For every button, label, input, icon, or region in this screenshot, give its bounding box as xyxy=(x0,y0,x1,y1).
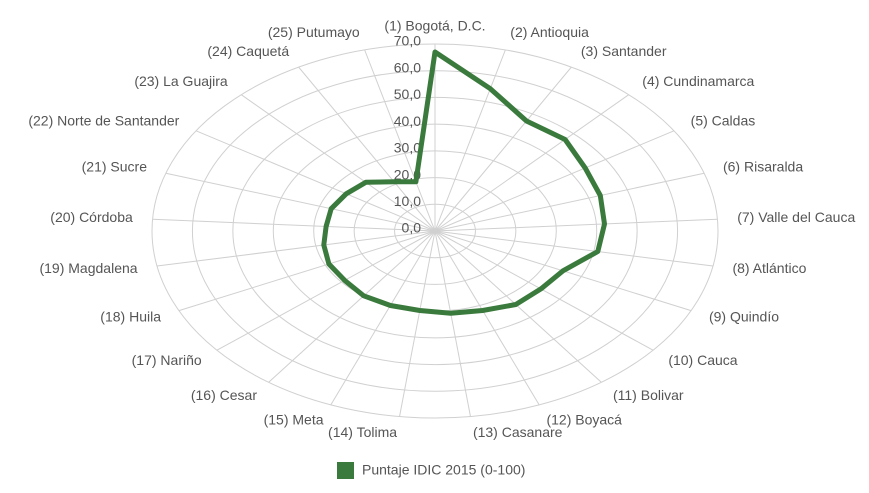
category-label: (17) Nariño xyxy=(132,352,202,368)
spoke xyxy=(156,230,436,267)
spoke xyxy=(434,94,630,232)
category-label: (7) Valle del Cauca xyxy=(737,209,855,225)
spoke xyxy=(240,94,436,232)
spoke xyxy=(434,230,540,406)
category-label: (11) Bolivar xyxy=(613,387,684,403)
spoke xyxy=(152,218,436,232)
spoke xyxy=(178,230,436,312)
category-label: (14) Tolima xyxy=(328,424,397,440)
spoke xyxy=(195,130,436,232)
spoke xyxy=(434,230,602,383)
spoke xyxy=(434,230,714,267)
category-label: (4) Cundinamarca xyxy=(642,73,754,89)
spoke xyxy=(298,66,436,232)
spoke xyxy=(399,230,436,417)
category-label: (13) Casanare xyxy=(473,424,563,440)
y-tick-label: 30,0 xyxy=(394,140,421,156)
category-label: (5) Caldas xyxy=(691,112,756,128)
spoke xyxy=(434,172,705,232)
spoke xyxy=(434,230,471,417)
spoke xyxy=(434,218,718,232)
spoke xyxy=(216,230,436,351)
spoke xyxy=(165,172,436,232)
spoke xyxy=(268,230,436,383)
category-label: (23) La Guajira xyxy=(134,73,228,89)
category-label: (8) Atlántico xyxy=(732,260,806,276)
category-label: (9) Quindío xyxy=(709,309,779,325)
y-tick-label: 70,0 xyxy=(394,33,421,49)
series-line xyxy=(321,49,607,316)
category-label: (20) Córdoba xyxy=(50,209,133,225)
y-tick-label: 10,0 xyxy=(394,193,421,209)
spoke xyxy=(434,49,506,232)
y-tick-label: 0,0 xyxy=(402,220,422,236)
category-label: (6) Risaralda xyxy=(723,159,803,175)
legend-label: Puntaje IDIC 2015 (0-100) xyxy=(362,462,525,478)
y-tick-label: 40,0 xyxy=(394,113,421,129)
category-label: (24) Caquetá xyxy=(207,43,289,59)
category-label: (3) Santander xyxy=(581,43,667,59)
category-label: (1) Bogotá, D.C. xyxy=(384,18,485,34)
category-label: (15) Meta xyxy=(264,411,324,427)
y-tick-label: 50,0 xyxy=(394,86,421,102)
spoke xyxy=(364,49,436,232)
y-tick-label: 60,0 xyxy=(394,59,421,75)
category-label: (25) Putumayo xyxy=(268,24,360,40)
category-label: (10) Cauca xyxy=(668,352,737,368)
spoke xyxy=(434,130,675,232)
category-label: (22) Norte de Santander xyxy=(28,112,179,128)
category-label: (21) Sucre xyxy=(82,159,148,175)
category-label: (12) Boyacá xyxy=(546,411,622,427)
legend-swatch xyxy=(337,462,354,479)
category-label: (2) Antioquia xyxy=(510,24,589,40)
category-label: (19) Magdalena xyxy=(39,260,137,276)
spoke xyxy=(434,66,572,232)
category-label: (16) Cesar xyxy=(191,387,257,403)
spoke xyxy=(330,230,436,406)
category-label: (18) Huila xyxy=(100,309,161,325)
spoke xyxy=(434,230,654,351)
